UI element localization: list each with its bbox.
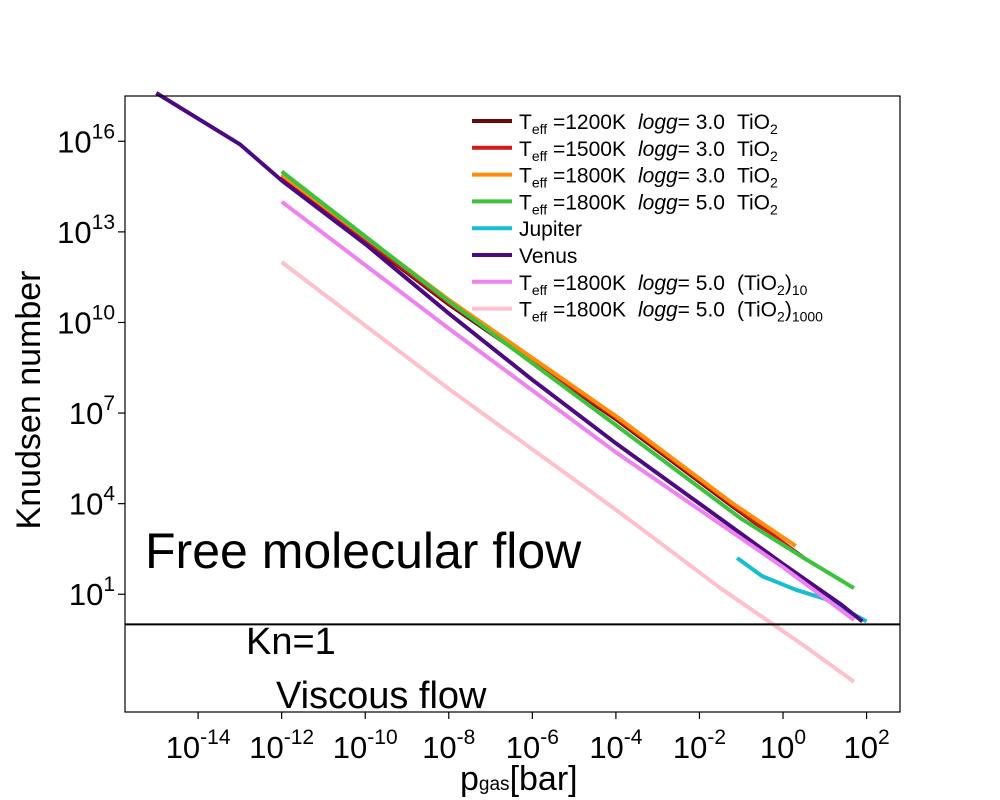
legend-label-1: Teff =1200K logg= 3.0 TiO2 xyxy=(519,111,778,137)
annotation-free-molecular-flow: Free molecular flow xyxy=(145,523,582,579)
legend-label-4: Teff =1800K logg= 5.0 TiO2 xyxy=(519,191,778,217)
y-tick-label: 1016 xyxy=(57,120,115,159)
x-axis-label: pgas[bar] xyxy=(460,760,578,798)
y-axis-ticks: 101 104 107 1010 1013 1016 xyxy=(57,120,125,612)
x-tick-label: 10-10 xyxy=(333,726,398,765)
annotation-kn-equals-one: Kn=1 xyxy=(246,621,336,663)
y-axis-label: Knudsen number xyxy=(10,271,48,530)
y-tick-label: 107 xyxy=(69,392,115,431)
x-axis-ticks: 10-14 10-12 10-10 10-8 10-6 10-4 10-2 100 102 xyxy=(166,712,890,765)
legend-label-8: Teff =1800K logg= 5.0 (TiO2)1000 xyxy=(519,299,823,325)
y-tick-label: 101 xyxy=(69,573,115,612)
x-tick-label: 100 xyxy=(760,726,806,765)
x-tick-label: 10-4 xyxy=(589,726,642,765)
legend-label-3: Teff =1800K logg= 3.0 TiO2 xyxy=(519,165,778,191)
plot-frame xyxy=(124,95,901,713)
y-tick-label: 104 xyxy=(69,483,115,522)
x-tick-label: 10-14 xyxy=(166,726,231,765)
legend-label-5: Jupiter xyxy=(519,218,582,241)
x-tick-label: 10-2 xyxy=(673,726,726,765)
series-line-7 xyxy=(280,200,856,622)
series-line-8 xyxy=(280,260,856,684)
legend-label-7: Teff =1800K logg= 5.0 (TiO2)10 xyxy=(519,272,808,298)
annotation-viscous-flow: Viscous flow xyxy=(276,675,487,717)
series-line-6 xyxy=(155,91,864,623)
x-tick-label: 10-8 xyxy=(422,726,475,765)
x-tick-label: 10-6 xyxy=(506,726,559,765)
x-tick-label: 102 xyxy=(843,726,889,765)
x-tick-label: 10-12 xyxy=(249,726,314,765)
legend-label-2: Teff =1500K logg= 3.0 TiO2 xyxy=(519,138,778,164)
series-line-4 xyxy=(280,169,856,590)
y-tick-label: 1013 xyxy=(57,211,115,250)
series-layer xyxy=(155,91,868,684)
y-tick-label: 1010 xyxy=(57,301,115,340)
legend-label-6: Venus xyxy=(519,245,577,268)
